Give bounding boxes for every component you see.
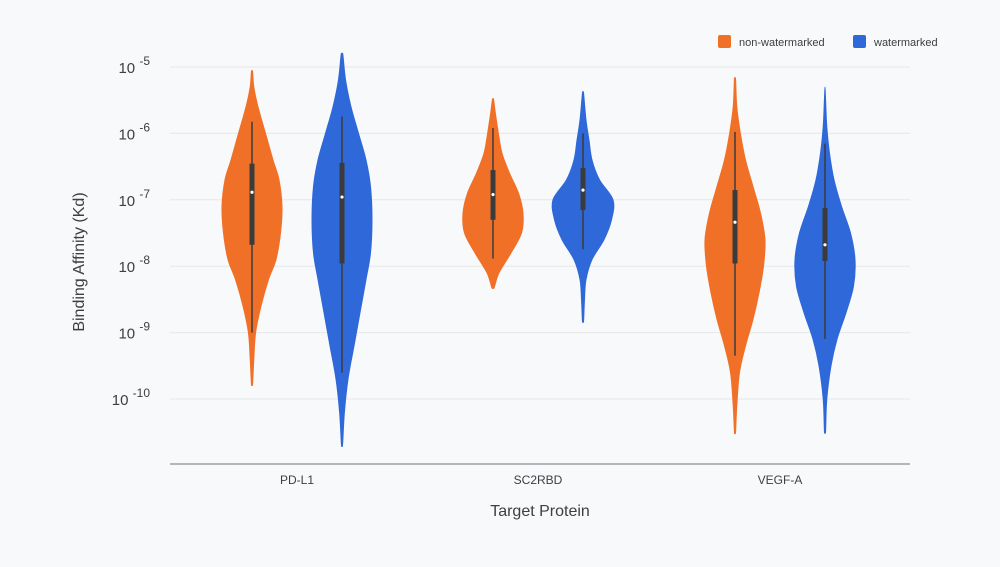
- y-tick-label: 10 -7: [118, 187, 150, 210]
- violin-iqr-box: [822, 208, 828, 261]
- legend-item: watermarked: [853, 35, 938, 49]
- y-tick-label: 10 -5: [118, 54, 150, 77]
- legend-label: non-watermarked: [739, 37, 825, 49]
- legend-item: non-watermarked: [718, 35, 825, 49]
- grid-lines: [170, 66, 910, 400]
- violin: [311, 52, 373, 447]
- legend-label: watermarked: [873, 37, 938, 49]
- legend-swatch: [853, 35, 866, 48]
- violin-median: [491, 192, 495, 197]
- violin-iqr-box: [732, 190, 738, 264]
- x-tick-label: PD-L1: [280, 473, 314, 487]
- y-tick-label: 10 -9: [118, 320, 150, 343]
- violin: [221, 70, 283, 387]
- violin-median: [581, 188, 585, 192]
- violin-median: [340, 195, 344, 199]
- violin-median: [823, 243, 827, 247]
- violin-iqr-box: [249, 163, 255, 245]
- x-tick-label: VEGF-A: [758, 473, 803, 487]
- legend-swatch: [718, 35, 731, 48]
- x-axis-label: Target Protein: [490, 503, 590, 520]
- y-tick-label: 10 -8: [118, 253, 150, 276]
- violin: [794, 86, 856, 434]
- y-tick-label: 10 -10: [112, 386, 151, 409]
- legend: non-watermarked watermarked: [718, 35, 938, 49]
- violin: [704, 77, 766, 435]
- violin-median: [733, 220, 737, 224]
- violin-median: [250, 190, 254, 194]
- y-tick-label: 10 -6: [118, 120, 150, 143]
- axes: 10 -5 10 -6 10 -7 10 -8 10 -9 10 -10 PD-L1 SC2R…: [112, 54, 910, 487]
- x-tick-label: SC2RBD: [514, 473, 563, 487]
- violin: [462, 98, 524, 289]
- violin-iqr-box: [339, 162, 345, 264]
- violin: [551, 91, 615, 323]
- violins: [221, 52, 856, 447]
- y-axis-label: Binding Affinity (Kd): [71, 192, 88, 331]
